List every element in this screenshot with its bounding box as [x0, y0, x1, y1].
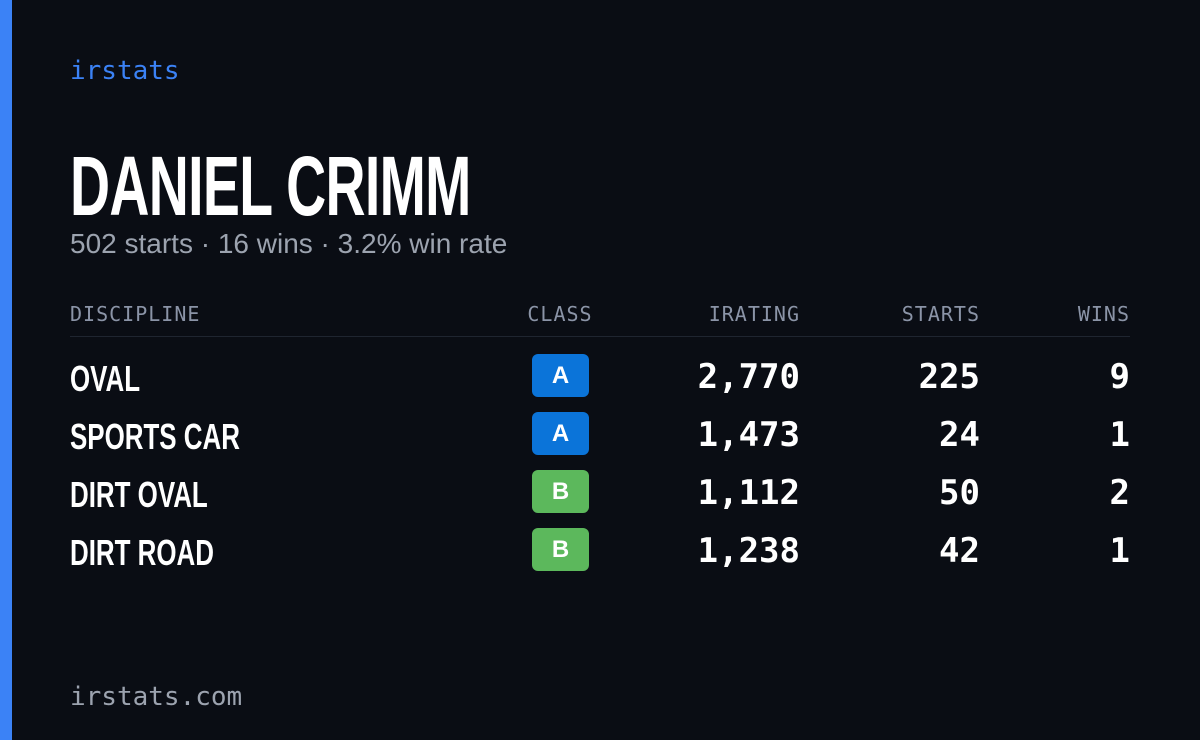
- driver-name: DANIEL CRIMM: [70, 139, 471, 233]
- starts-value: 42: [939, 531, 980, 571]
- irating-value: 1,112: [697, 473, 800, 513]
- footer: irstats.com: [70, 682, 243, 712]
- column-header: STARTS: [901, 302, 980, 326]
- column-header: CLASS: [527, 302, 593, 326]
- discipline: DIRT ROAD: [70, 532, 214, 573]
- class-badge: B: [532, 528, 589, 571]
- wins-value: 1: [1109, 531, 1130, 571]
- brand: irstats: [70, 56, 180, 86]
- wins-value: 9: [1109, 357, 1130, 397]
- starts-value: 225: [918, 357, 980, 397]
- discipline: OVAL: [70, 358, 141, 399]
- accent-bar: [0, 0, 12, 740]
- class-badge: A: [532, 354, 589, 397]
- column-header: DISCIPLINE: [70, 302, 201, 326]
- column-header: WINS: [1077, 302, 1130, 326]
- starts-value: 24: [939, 415, 980, 455]
- discipline: DIRT OVAL: [70, 474, 208, 515]
- discipline: SPORTS CAR: [70, 416, 240, 457]
- wins-value: 2: [1109, 473, 1130, 513]
- wins-value: 1: [1109, 415, 1130, 455]
- class-badge: B: [532, 470, 589, 513]
- irating-value: 1,238: [697, 531, 800, 571]
- starts-value: 50: [939, 473, 980, 513]
- class-badge: A: [532, 412, 589, 455]
- driver-summary: 502 starts · 16 wins · 3.2% win rate: [70, 228, 508, 259]
- irating-value: 2,770: [697, 357, 800, 397]
- irating-value: 1,473: [697, 415, 800, 455]
- column-header: IRATING: [708, 302, 800, 326]
- divider: [70, 336, 1130, 337]
